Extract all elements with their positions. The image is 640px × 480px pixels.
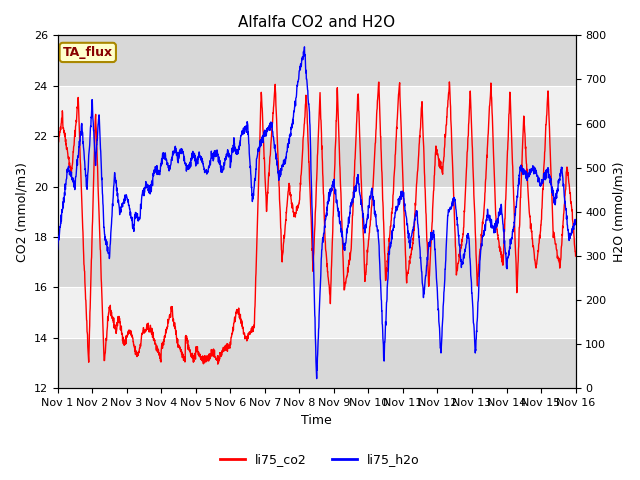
Bar — [58, 187, 575, 237]
Bar — [58, 288, 575, 338]
Bar — [58, 136, 575, 187]
Bar — [58, 36, 575, 86]
Bar — [58, 338, 575, 388]
Bar — [58, 86, 575, 136]
X-axis label: Time: Time — [301, 414, 332, 427]
Legend: li75_co2, li75_h2o: li75_co2, li75_h2o — [215, 448, 425, 471]
Y-axis label: H2O (mmol/m3): H2O (mmol/m3) — [612, 162, 625, 262]
Title: Alfalfa CO2 and H2O: Alfalfa CO2 and H2O — [238, 15, 395, 30]
Bar — [58, 237, 575, 288]
Text: TA_flux: TA_flux — [63, 46, 113, 59]
Y-axis label: CO2 (mmol/m3): CO2 (mmol/m3) — [15, 162, 28, 262]
